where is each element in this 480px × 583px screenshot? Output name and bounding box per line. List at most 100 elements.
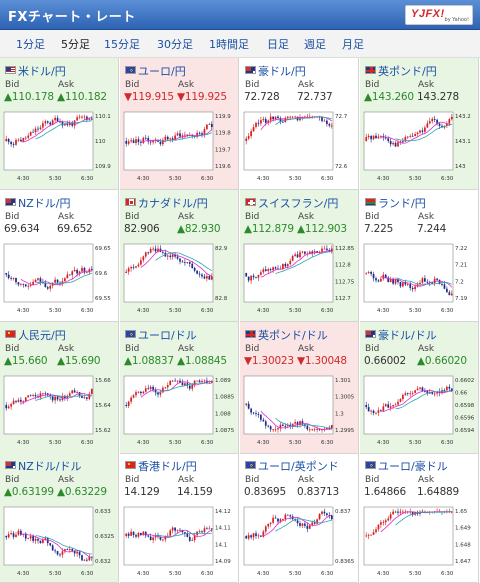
pair-name[interactable]: スイスフラン/円: [258, 197, 339, 210]
tab-1hour[interactable]: 1時間足: [209, 38, 249, 51]
candle-body: [198, 531, 201, 533]
candle-body: [279, 117, 282, 122]
ask-label: Ask: [58, 344, 75, 354]
candlestick-chart[interactable]: 0.837 0.8365 4:30 5:30 6:30: [243, 503, 355, 579]
candlestick-chart[interactable]: 15.66 15.64 15.62 4:30 5:30 6:30: [3, 372, 115, 448]
pair-panel[interactable]: ユーロ/ドル Bid Ask ▲1.08837 ▲1.08845 1.089 1.…: [120, 322, 239, 454]
candle-body: [291, 255, 294, 261]
pair-name[interactable]: ユーロ/英ポンド: [258, 460, 339, 473]
pair-name[interactable]: 米ドル/円: [18, 65, 66, 78]
candle-body: [10, 533, 12, 535]
pair-name[interactable]: ユーロ/円: [138, 65, 186, 78]
bid-value: ▲110.178: [4, 91, 54, 103]
candlestick-chart[interactable]: 69.65 69.6 69.55 4:30 5:30 6:30: [3, 240, 115, 316]
candle-body: [76, 269, 78, 274]
pair-panel[interactable]: 豪ドル/ドル Bid Ask 0.66002 ▲0.66020 0.6602 0.…: [360, 322, 479, 454]
pair-panel[interactable]: ユーロ/豪ドル Bid Ask 1.64866 1.64889 1.65 1.64…: [360, 453, 479, 583]
candle-body: [421, 387, 424, 392]
candle-body: [316, 251, 318, 253]
pair-panel[interactable]: ランド/円 Bid Ask 7.225 7.244 7.22 7.21 7.2 7.1…: [360, 190, 479, 322]
pair-panel[interactable]: 英ポンド/ドル Bid Ask ▼1.30023 ▼1.30048 1.301 1…: [240, 322, 359, 454]
pair-name[interactable]: 豪ドル/ドル: [378, 329, 437, 342]
candle-body: [29, 536, 32, 539]
candle-body: [51, 120, 54, 125]
pair-panel[interactable]: NZドル/ドル Bid Ask ▲0.63199 ▲0.63229 0.633 0…: [0, 453, 119, 583]
candle-body: [250, 131, 252, 137]
pair-name[interactable]: 英ポンド/ドル: [258, 329, 328, 342]
pair-panel[interactable]: ユーロ/円 Bid Ask ▼119.915 ▼119.925 119.9 119…: [120, 58, 239, 190]
candle-body: [245, 273, 248, 277]
eu-flag-icon: [125, 66, 136, 74]
pair-name[interactable]: ユーロ/ドル: [138, 329, 197, 342]
pair-name[interactable]: 英ポンド/円: [378, 65, 437, 78]
candle-body: [446, 386, 448, 391]
pair-panel[interactable]: カナダドル/円 Bid Ask 82.906 ▲82.930 82.9 82.8 4…: [120, 190, 239, 322]
yjfx-logo[interactable]: YJFX! by Yahoo!: [405, 5, 473, 25]
tab-5min[interactable]: 5分足: [61, 38, 90, 51]
candle-body: [29, 395, 32, 397]
candle-body: [252, 533, 255, 538]
pair-panel[interactable]: 人民元/円 Bid Ask ▲15.660 ▲15.690 15.66 15.64…: [0, 322, 119, 454]
pair-name[interactable]: 香港ドル/円: [138, 460, 197, 473]
candle-body: [424, 127, 426, 132]
tab-monthly[interactable]: 月足: [342, 38, 364, 51]
candle-body: [299, 252, 301, 258]
candle-body: [431, 118, 434, 122]
candlestick-chart[interactable]: 14.12 14.11 14.1 14.09 4:30 5:30 6:30: [123, 503, 235, 579]
candle-body: [380, 410, 382, 412]
pair-name[interactable]: ランド/円: [378, 197, 426, 210]
y-tick-label: 112.85: [335, 246, 355, 252]
pair-panel[interactable]: ユーロ/英ポンド Bid Ask 0.83695 0.83713 0.837 0.…: [240, 453, 359, 583]
tab-weekly[interactable]: 週足: [304, 38, 326, 51]
candlestick-chart[interactable]: 72.7 72.6 4:30 5:30 6:30: [243, 108, 355, 184]
ask-value: ▲0.63229: [57, 486, 107, 498]
candlestick-chart[interactable]: 7.22 7.21 7.2 7.19 4:30 5:30 6:30: [363, 240, 475, 316]
candle-body: [147, 138, 150, 142]
tab-30min[interactable]: 30分足: [157, 38, 193, 51]
pair-panel[interactable]: 香港ドル/円 Bid Ask 14.129 14.159 14.12 14.11 1…: [120, 453, 239, 583]
pair-panel[interactable]: 英ポンド/円 Bid Ask ▲143.260 143.278 143.2 143…: [360, 58, 479, 190]
ask-value: ▲1.08845: [177, 355, 227, 367]
x-tick-label: 6:30: [81, 440, 94, 446]
tab-15min[interactable]: 15分足: [104, 38, 140, 51]
candlestick-chart[interactable]: 0.6602 0.66 0.6598 0.6596 0.6594 4:30 5:30 6:30: [363, 372, 475, 448]
ask-label: Ask: [178, 475, 195, 485]
pair-panel[interactable]: スイスフラン/円 Bid Ask ▲112.879 ▲112.903 112.8…: [240, 190, 359, 322]
candle-body: [392, 405, 394, 407]
candlestick-chart[interactable]: 1.089 1.0885 1.088 1.0875 4:30 5:30 6:30: [123, 372, 235, 448]
pair-name[interactable]: カナダドル/円: [138, 197, 208, 210]
candle-body: [140, 142, 142, 143]
candlestick-chart[interactable]: 110.1 110 109.9 4:30 5:30 6:30: [3, 108, 115, 184]
pair-name[interactable]: NZドル/ドル: [18, 460, 82, 473]
x-tick-label: 6:30: [441, 440, 454, 446]
bid-value: 0.66002: [364, 355, 407, 367]
candle-body: [127, 533, 130, 536]
pair-panel[interactable]: 豪ドル/円 Bid Ask 72.728 72.737 72.7 72.6 4:30…: [240, 58, 359, 190]
candle-body: [387, 277, 390, 282]
candlestick-chart[interactable]: 1.65 1.649 1.648 1.647 4:30 5:30 6:30: [363, 503, 475, 579]
candlestick-chart[interactable]: 143.2 143.1 143 4:30 5:30 6:30: [363, 108, 475, 184]
candlestick-chart[interactable]: 119.9 119.8 119.7 119.6 4:30 5:30 6:30: [123, 108, 235, 184]
candle-body: [370, 135, 372, 140]
pair-panel[interactable]: 米ドル/円 Bid Ask ▲110.178 ▲110.182 110.1 110…: [0, 58, 119, 190]
pair-name[interactable]: NZドル/円: [18, 197, 71, 210]
candlestick-chart[interactable]: 82.9 82.8 4:30 5:30 6:30: [123, 240, 235, 316]
pair-name[interactable]: ユーロ/豪ドル: [378, 460, 448, 473]
pair-panel[interactable]: NZドル/円 Bid Ask 69.634 69.652 69.65 69.6 69…: [0, 190, 119, 322]
candle-body: [142, 137, 145, 143]
candlestick-chart[interactable]: 0.633 0.6325 0.632 4:30 5:30 6:30: [3, 503, 115, 579]
candle-body: [39, 393, 42, 398]
bid-label: Bid: [5, 212, 20, 222]
bid-label: Bid: [5, 80, 20, 90]
ask-label: Ask: [418, 212, 435, 222]
candlestick-chart[interactable]: 1.301 1.3005 1.3 1.2995 4:30 5:30 6:30: [243, 372, 355, 448]
candlestick-chart[interactable]: 112.85 112.8 112.75 112.7 4:30 5:30 6:30: [243, 240, 355, 316]
candle-body: [39, 127, 42, 130]
pair-name[interactable]: 豪ドル/円: [258, 65, 306, 78]
y-tick-label: 1.3005: [335, 395, 355, 401]
tab-daily[interactable]: 日足: [267, 38, 289, 51]
pair-name[interactable]: 人民元/円: [18, 329, 66, 342]
tab-1min[interactable]: 1分足: [16, 38, 45, 51]
candle-body: [39, 540, 42, 543]
moving-average-line: [35, 272, 92, 285]
